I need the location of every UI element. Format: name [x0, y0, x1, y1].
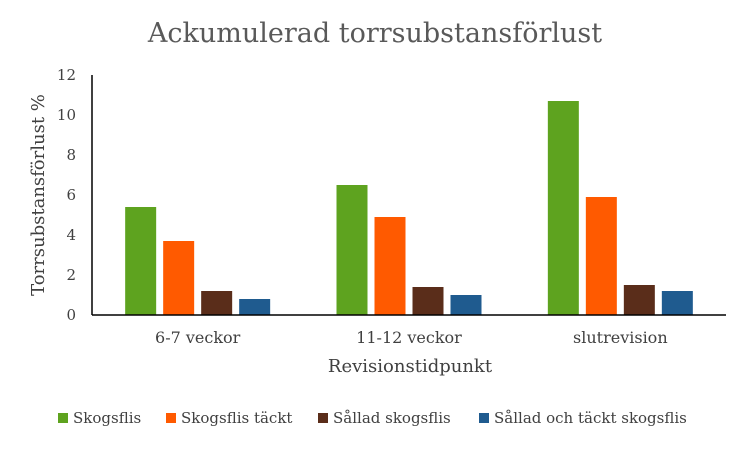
bar: [623, 285, 655, 315]
category-labels: 6-7 veckor 11-12 veckor slutrevision: [155, 328, 668, 347]
bar: [661, 291, 693, 315]
chart-title: Ackumulerad torrsubstansförlust: [147, 18, 602, 49]
legend-entry: Skogsflis täckt: [181, 409, 292, 427]
bar: [450, 295, 482, 315]
legend: Skogsflis Skogsflis täckt Sållad skogsflis…: [58, 409, 687, 427]
y-axis-ticks: 0 2 4 6 8 10 12: [57, 66, 76, 324]
legend-swatch: [479, 413, 489, 423]
bar: [125, 207, 157, 315]
x-tick-label: slutrevision: [573, 328, 668, 347]
bar: [163, 241, 195, 315]
y-tick-label: 12: [57, 66, 76, 84]
y-axis-label: Torrsubstansförlust %: [28, 94, 49, 296]
y-tick-label: 6: [66, 186, 76, 204]
bar: [547, 101, 579, 315]
y-tick-label: 0: [66, 306, 76, 324]
x-tick-label: 6-7 veckor: [155, 328, 241, 347]
y-tick-label: 10: [57, 106, 76, 124]
y-tick-label: 8: [66, 146, 76, 164]
legend-swatch: [166, 413, 176, 423]
x-tick-label: 11-12 veckor: [356, 328, 462, 347]
y-tick-label: 2: [66, 266, 76, 284]
y-tick-label: 4: [66, 226, 76, 244]
bar: [336, 185, 368, 315]
legend-entry: Sållad skogsflis: [333, 409, 451, 427]
bar: [201, 291, 233, 315]
legend-swatch: [58, 413, 68, 423]
bar: [374, 217, 406, 315]
x-axis-label: Revisionstidpunkt: [328, 356, 493, 377]
bar: [412, 287, 444, 315]
legend-swatch: [318, 413, 328, 423]
bars: [125, 101, 693, 315]
legend-entry: Sållad och täckt skogsflis: [494, 409, 687, 427]
bar: [239, 299, 271, 315]
bar: [585, 197, 617, 315]
legend-entry: Skogsflis: [73, 409, 141, 427]
